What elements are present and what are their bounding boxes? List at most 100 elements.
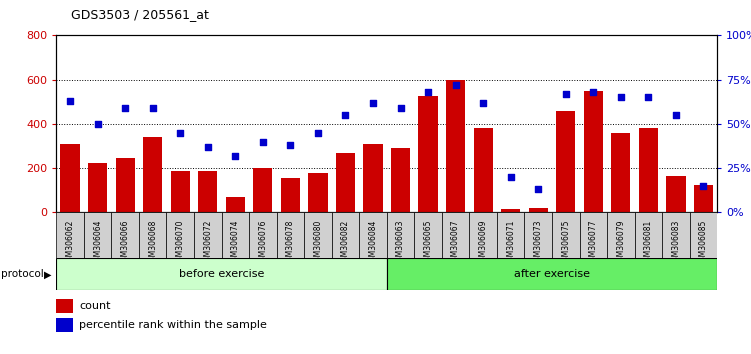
Bar xyxy=(611,133,630,212)
Point xyxy=(505,174,517,180)
Bar xyxy=(524,212,552,258)
Point xyxy=(285,142,297,148)
Bar xyxy=(222,212,249,258)
Bar xyxy=(336,153,355,212)
Bar xyxy=(253,168,273,212)
Text: GSM306072: GSM306072 xyxy=(204,219,213,266)
Bar xyxy=(689,212,717,258)
Bar xyxy=(304,212,332,258)
Point xyxy=(615,95,627,100)
Text: GSM306076: GSM306076 xyxy=(258,219,267,266)
Bar xyxy=(607,212,635,258)
Bar xyxy=(56,299,73,313)
Point xyxy=(146,105,158,111)
Bar xyxy=(249,212,276,258)
Text: GSM306067: GSM306067 xyxy=(451,219,460,266)
Point xyxy=(119,105,131,111)
Text: count: count xyxy=(80,301,111,311)
Bar xyxy=(111,212,139,258)
Text: percentile rank within the sample: percentile rank within the sample xyxy=(80,320,267,330)
Bar xyxy=(198,171,218,212)
Point xyxy=(394,105,406,111)
Point xyxy=(477,100,489,105)
Point xyxy=(229,153,241,159)
Bar xyxy=(418,96,438,212)
Text: GSM306074: GSM306074 xyxy=(231,219,240,266)
Bar xyxy=(194,212,222,258)
Point xyxy=(698,183,710,189)
Text: GDS3503 / 205561_at: GDS3503 / 205561_at xyxy=(71,8,210,21)
Text: GSM306077: GSM306077 xyxy=(589,219,598,266)
Point xyxy=(450,82,462,88)
Text: protocol: protocol xyxy=(1,269,44,279)
Bar xyxy=(332,212,359,258)
Text: GSM306066: GSM306066 xyxy=(121,219,130,266)
Bar xyxy=(584,91,603,212)
Text: GSM306085: GSM306085 xyxy=(699,219,708,266)
Point xyxy=(257,139,269,144)
Bar xyxy=(56,258,387,290)
Bar xyxy=(167,212,194,258)
Bar xyxy=(84,212,111,258)
Bar xyxy=(529,208,547,212)
Bar xyxy=(387,212,415,258)
Bar xyxy=(56,212,84,258)
Bar xyxy=(308,172,327,212)
Text: GSM306084: GSM306084 xyxy=(369,219,378,266)
Text: GSM306083: GSM306083 xyxy=(671,219,680,266)
Text: GSM306062: GSM306062 xyxy=(65,219,74,266)
Point xyxy=(559,91,572,97)
Bar xyxy=(497,212,524,258)
Bar xyxy=(170,171,190,212)
Bar xyxy=(56,319,73,332)
Bar xyxy=(387,258,717,290)
Bar xyxy=(391,148,410,212)
Text: GSM306065: GSM306065 xyxy=(424,219,433,266)
Point xyxy=(532,187,544,192)
Text: GSM306063: GSM306063 xyxy=(396,219,405,266)
Bar xyxy=(281,178,300,212)
Bar xyxy=(116,158,135,212)
Text: GSM306071: GSM306071 xyxy=(506,219,515,266)
Text: GSM306070: GSM306070 xyxy=(176,219,185,266)
Text: after exercise: after exercise xyxy=(514,269,590,279)
Bar xyxy=(474,128,493,212)
Bar xyxy=(666,176,686,212)
Bar xyxy=(276,212,304,258)
Text: GSM306079: GSM306079 xyxy=(617,219,626,266)
Bar xyxy=(143,137,162,212)
Text: GSM306078: GSM306078 xyxy=(286,219,295,266)
Point xyxy=(339,112,351,118)
Bar xyxy=(552,212,580,258)
Bar xyxy=(225,197,245,212)
Point xyxy=(422,89,434,95)
Bar xyxy=(556,110,575,212)
Text: GSM306069: GSM306069 xyxy=(478,219,487,266)
Bar xyxy=(446,80,465,212)
Text: GSM306080: GSM306080 xyxy=(313,219,322,266)
Point xyxy=(587,89,599,95)
Bar xyxy=(88,162,107,212)
Text: before exercise: before exercise xyxy=(179,269,264,279)
Text: GSM306068: GSM306068 xyxy=(148,219,157,266)
Bar xyxy=(694,185,713,212)
Point xyxy=(202,144,214,150)
Point xyxy=(642,95,654,100)
Point xyxy=(367,100,379,105)
Bar xyxy=(60,144,80,212)
Text: ▶: ▶ xyxy=(44,269,51,279)
Bar xyxy=(359,212,387,258)
Bar xyxy=(662,212,689,258)
Text: GSM306082: GSM306082 xyxy=(341,219,350,266)
Point xyxy=(64,98,76,104)
Bar xyxy=(469,212,497,258)
Bar xyxy=(635,212,662,258)
Text: GSM306073: GSM306073 xyxy=(534,219,543,266)
Bar xyxy=(580,212,607,258)
Bar xyxy=(415,212,442,258)
Point xyxy=(174,130,186,136)
Bar xyxy=(501,209,520,212)
Point xyxy=(670,112,682,118)
Text: GSM306075: GSM306075 xyxy=(561,219,570,266)
Bar xyxy=(363,144,383,212)
